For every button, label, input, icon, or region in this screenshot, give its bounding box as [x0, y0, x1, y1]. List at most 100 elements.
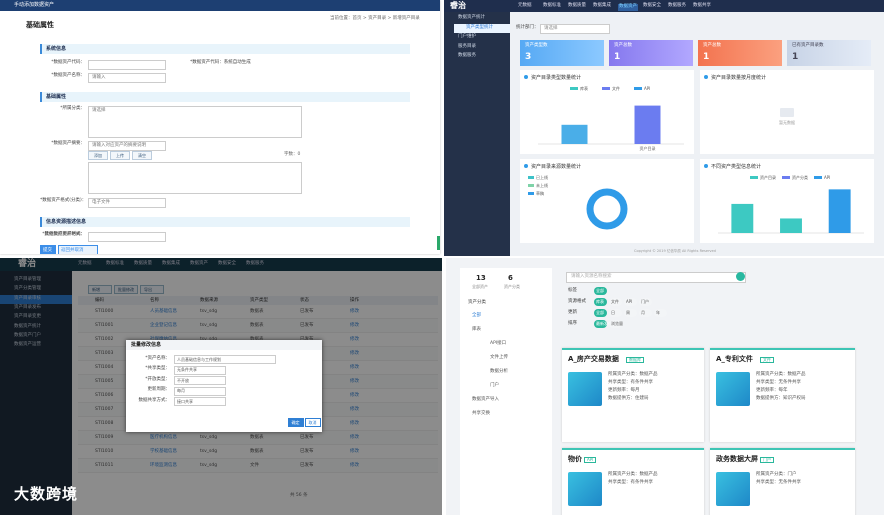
- filter-chip[interactable]: 浏览量: [609, 320, 623, 328]
- input[interactable]: 不开放: [174, 376, 226, 385]
- menu-item[interactable]: 资产目录审核: [14, 295, 41, 301]
- table-cell[interactable]: 修改: [350, 365, 359, 370]
- chip-button[interactable]: 清空: [132, 151, 152, 160]
- filter-chip[interactable]: 最新发布: [594, 320, 612, 328]
- card-line: 数据提供方：住建局: [608, 396, 649, 401]
- menu-item[interactable]: 服务目录: [458, 43, 476, 49]
- tree-item[interactable]: 数据分析: [490, 369, 508, 374]
- side-label: *数据资产代码：系统自动生成: [190, 60, 251, 65]
- nav-item[interactable]: 数据安全: [643, 3, 661, 8]
- asset-card[interactable]: A_房产交易数据 数据库 所属资产分类：数据产品 共享类型：有条件共享 更新频率：每月数…: [562, 348, 704, 442]
- legend-label: 文件: [612, 85, 620, 91]
- filter-chip[interactable]: API: [624, 298, 637, 306]
- input[interactable]: 请选择: [88, 106, 302, 138]
- table-cell[interactable]: 修改: [350, 449, 359, 454]
- menu-item[interactable]: 数据资产统计: [458, 15, 485, 20]
- input[interactable]: 人员基础信息与工作规划: [174, 355, 276, 364]
- nav-item[interactable]: 数据集成: [593, 3, 611, 8]
- input[interactable]: 接口共享: [174, 397, 226, 406]
- filter-chip[interactable]: 全部: [594, 287, 607, 295]
- nav-item[interactable]: 数据服务: [668, 3, 686, 8]
- input[interactable]: 请输入: [88, 73, 166, 83]
- nav-item[interactable]: 数据质量: [134, 261, 152, 266]
- card-line: 共享类型：无条件共享: [756, 480, 801, 485]
- form-button[interactable]: 返回并取消: [58, 245, 98, 254]
- toolbar-button[interactable]: 新增: [88, 285, 112, 294]
- table-cell[interactable]: 修改: [350, 435, 359, 440]
- legend-label: API: [644, 86, 650, 91]
- chip-button[interactable]: 添加: [88, 151, 108, 160]
- input[interactable]: 无条件共享: [174, 365, 226, 375]
- field-label: 数据共享方式：: [138, 397, 171, 403]
- table-cell[interactable]: 修改: [350, 337, 359, 342]
- card-line: 所属资产分类：数据产品: [756, 372, 806, 377]
- menu-item[interactable]: 数据服务: [458, 53, 476, 58]
- menu-item[interactable]: 数据资产门户: [14, 332, 41, 338]
- menu-item[interactable]: 资产分类管理: [14, 286, 41, 292]
- filter-chip[interactable]: 文件: [609, 298, 622, 306]
- asset-card[interactable]: 物价 API 所属资产分类：数据产品 共享类型：有条件共享: [562, 448, 704, 515]
- nav-item[interactable]: 元数据: [518, 3, 532, 8]
- menu-item[interactable]: 资产类型统计: [466, 24, 493, 30]
- table-cell[interactable]: 修改: [350, 379, 359, 384]
- tree-item[interactable]: 数据资产导入: [472, 397, 499, 402]
- filter-chip[interactable]: 年: [654, 309, 667, 317]
- tree-item[interactable]: API接口: [490, 341, 507, 346]
- input[interactable]: [88, 232, 166, 242]
- filter-select[interactable]: 请选择: [540, 24, 610, 34]
- page-title: 手动添加数据资产: [14, 2, 55, 8]
- search-box[interactable]: 请输入资源名称搜索: [566, 272, 746, 283]
- input[interactable]: 每月: [174, 386, 226, 396]
- asset-card[interactable]: 政务数据大屏 门户 所属资产分类：门户 共享类型：无条件共享: [710, 448, 855, 515]
- filter-chip[interactable]: 月: [639, 309, 652, 317]
- nav-item[interactable]: 数据标准: [543, 3, 561, 8]
- input[interactable]: [88, 60, 166, 70]
- menu-item[interactable]: 资产目录变更: [14, 314, 41, 320]
- input[interactable]: 请输入对应资产的摘要说明: [88, 141, 166, 151]
- filter-chip[interactable]: 库表: [594, 298, 607, 306]
- tree-item[interactable]: 全部: [472, 313, 481, 318]
- modal-button[interactable]: 取消: [305, 418, 321, 427]
- nav-item[interactable]: 数据服务: [246, 261, 264, 266]
- table-cell[interactable]: 修改: [350, 421, 359, 426]
- table-cell[interactable]: 修改: [350, 309, 359, 314]
- table-cell[interactable]: 修改: [350, 463, 359, 468]
- chip-button[interactable]: 上传: [110, 151, 130, 160]
- table-cell: STI1002: [95, 337, 114, 342]
- menu-item[interactable]: 资产目录管理: [14, 277, 41, 282]
- table-cell[interactable]: 修改: [350, 393, 359, 398]
- nav-item[interactable]: 数据安全: [218, 261, 236, 266]
- filter-chip[interactable]: 周: [624, 309, 637, 317]
- toolbar-button[interactable]: 批量修改: [114, 285, 138, 294]
- input[interactable]: 电子文件: [88, 198, 166, 208]
- filter-chip[interactable]: 日: [609, 309, 622, 317]
- chip-label: 全部: [596, 310, 604, 315]
- table-cell[interactable]: 修改: [350, 407, 359, 412]
- nav-item[interactable]: 数据资产: [618, 4, 638, 11]
- table-cell[interactable]: 修改: [350, 323, 359, 328]
- filter-chip[interactable]: 门户: [639, 298, 652, 306]
- nav-item[interactable]: 数据集成: [162, 261, 180, 266]
- filter-chip[interactable]: 全部: [594, 309, 607, 317]
- tree-item[interactable]: 门户: [490, 383, 499, 388]
- nav-item[interactable]: 数据质量: [568, 3, 586, 8]
- toolbar-button[interactable]: 导出: [140, 285, 164, 294]
- menu-item[interactable]: 门户维护: [458, 34, 476, 39]
- menu-item[interactable]: 数据资产运营: [14, 342, 41, 348]
- tree-item[interactable]: 库表: [472, 327, 481, 332]
- tree-item[interactable]: 共享交换: [472, 411, 490, 416]
- menu-item[interactable]: 资产目录发布: [14, 304, 41, 310]
- nav-item[interactable]: 数据标准: [106, 261, 124, 266]
- nav-item[interactable]: 数据共享: [693, 3, 711, 8]
- search-button[interactable]: [736, 272, 745, 281]
- form-button[interactable]: 提交: [40, 245, 56, 254]
- asset-card[interactable]: A_专利文件 文件 所属资产分类：数据产品 共享类型：无条件共享 更新频率：每年 数据提供…: [710, 348, 855, 442]
- modal-button[interactable]: 确定: [288, 418, 304, 427]
- table-cell: 数据表: [250, 323, 264, 328]
- table-cell[interactable]: 修改: [350, 351, 359, 356]
- nav-item[interactable]: 数据资产: [190, 261, 208, 266]
- menu-item[interactable]: 数据资产统计: [14, 323, 41, 329]
- tree-item[interactable]: 文件上传: [490, 355, 508, 360]
- nav-item[interactable]: 元数据: [78, 261, 92, 266]
- legend-swatch: [528, 176, 534, 179]
